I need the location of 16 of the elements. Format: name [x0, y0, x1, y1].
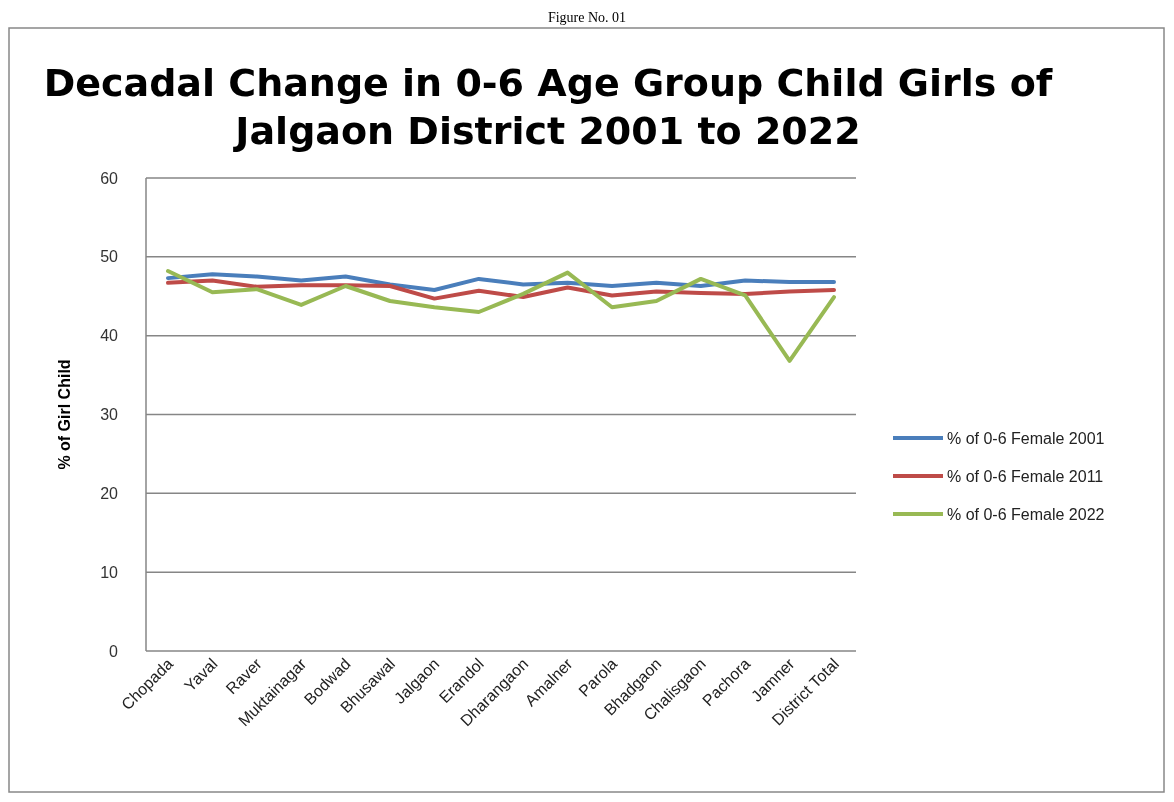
y-tick-label: 0: [109, 642, 119, 660]
legend-label: % of 0-6 Female 2001: [947, 429, 1105, 447]
line-series: [166, 269, 836, 363]
line-series: [166, 278, 836, 301]
text: Figure No. 01: [547, 10, 627, 25]
line-series: [166, 272, 836, 292]
y-tick-label: 10: [100, 563, 119, 581]
y-tick-label: 60: [100, 169, 119, 187]
legend-label: % of 0-6 Female 2011: [947, 467, 1104, 485]
y-tick-label: 20: [100, 484, 119, 502]
legend-label: % of 0-6 Female 2022: [947, 505, 1105, 523]
y-tick-label: 50: [100, 248, 119, 266]
chart-title: Decadal Change in 0-6 Age Group Child Girls of Jalgaon District 2001 to 2022: [43, 61, 1053, 153]
y-axis-title: % of Girl Child: [56, 359, 73, 470]
y-tick-label: 30: [100, 406, 119, 424]
y-tick-label: 40: [100, 327, 119, 345]
